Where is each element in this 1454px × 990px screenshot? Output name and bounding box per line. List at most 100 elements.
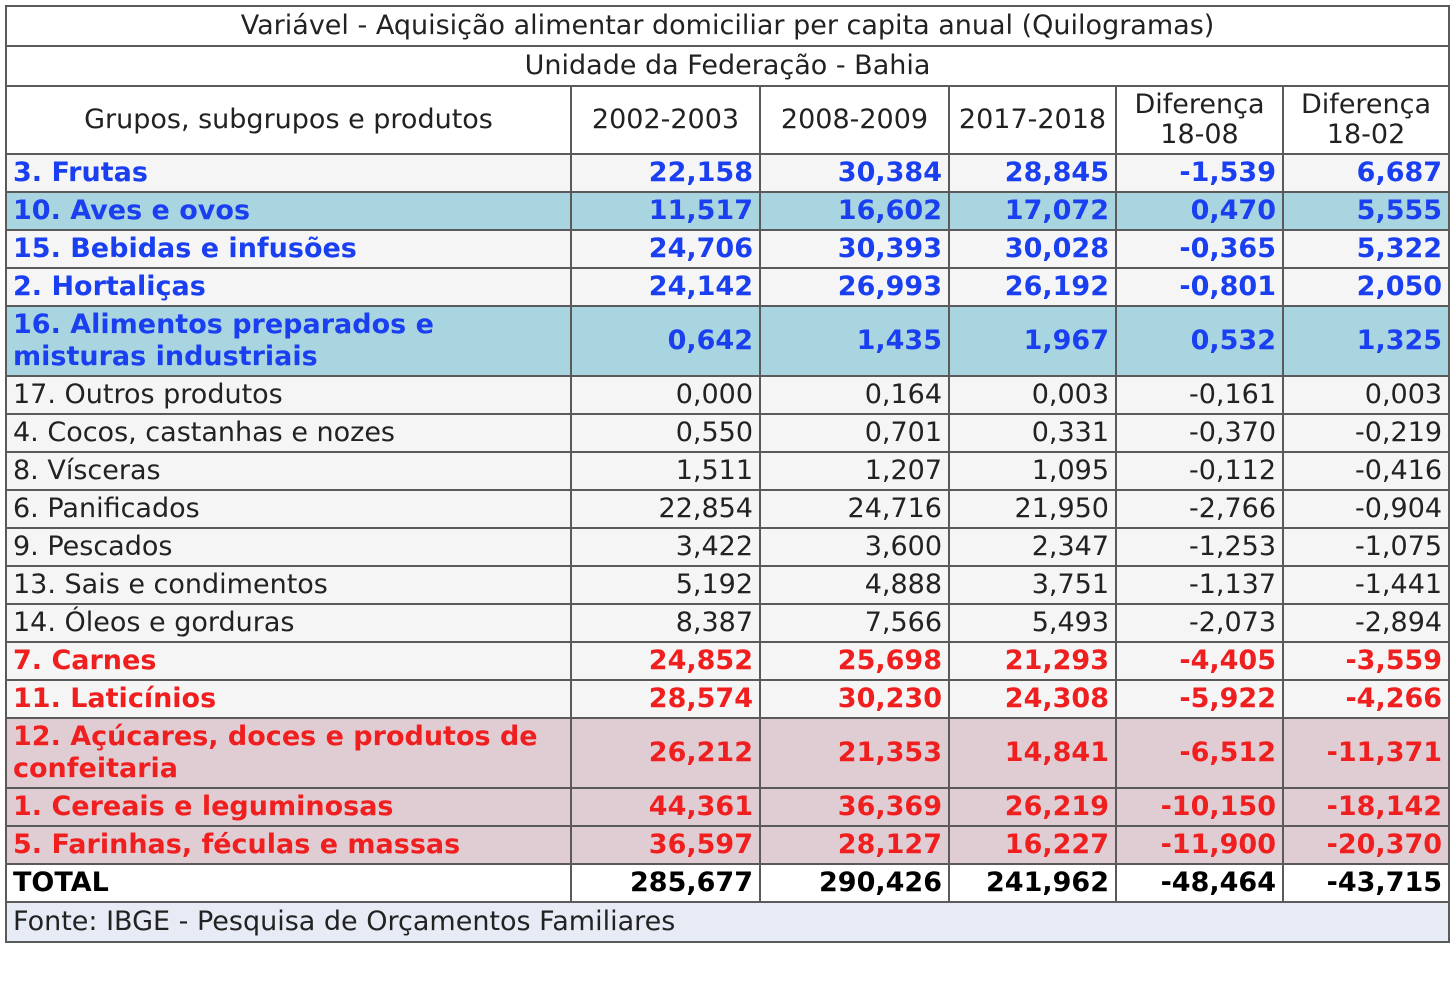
cell-diff-18-08: -0,365 xyxy=(1115,229,1284,269)
cell-diff-18-02: -18,142 xyxy=(1281,787,1451,827)
cell-2017-2018: 21,950 xyxy=(948,489,1117,529)
cell-2017-2018: 0,003 xyxy=(948,375,1117,415)
footer-row: Fonte: IBGE - Pesquisa de Orçamentos Fam… xyxy=(4,901,1451,943)
cell-2017-2018: 0,331 xyxy=(948,413,1117,453)
total-value-diff-18-02: -43,715 xyxy=(1281,863,1451,903)
cell-2008-2009: 36,369 xyxy=(759,787,950,827)
cell-2002-2003: 24,142 xyxy=(570,267,761,307)
row-label: 13. Sais e condimentos xyxy=(5,565,572,605)
table-row: 8. Vísceras 1,511 1,207 1,095 -0,112 -0,416 xyxy=(5,451,1451,491)
cell-2008-2009: 16,602 xyxy=(759,191,950,231)
cell-diff-18-02: -0,416 xyxy=(1281,451,1451,491)
cell-2002-2003: 44,361 xyxy=(570,787,761,827)
cell-diff-18-08: -10,150 xyxy=(1115,787,1284,827)
table-row: 10. Aves e ovos 11,517 16,602 17,072 0,470 5,… xyxy=(5,191,1451,231)
cell-2008-2009: 1,435 xyxy=(759,305,950,377)
cell-diff-18-02: -11,371 xyxy=(1281,717,1451,789)
cell-2002-2003: 0,550 xyxy=(570,413,761,453)
row-label: 4. Cocos, castanhas e nozes xyxy=(5,413,572,453)
row-label: 7. Carnes xyxy=(5,641,572,681)
cell-2002-2003: 24,706 xyxy=(570,229,761,269)
cell-2008-2009: 4,888 xyxy=(759,565,950,605)
cell-diff-18-08: -5,922 xyxy=(1115,679,1284,719)
cell-2008-2009: 0,701 xyxy=(759,413,950,453)
table-row: 9. Pescados 3,422 3,600 2,347 -1,253 -1,075 xyxy=(5,527,1451,567)
table-row: 12. Açúcares, doces e produtos de confei… xyxy=(5,717,1451,789)
total-value-2008-2009: 290,426 xyxy=(759,863,950,903)
cell-2002-2003: 3,422 xyxy=(570,527,761,567)
cell-2017-2018: 24,308 xyxy=(948,679,1117,719)
row-label: 14. Óleos e gorduras xyxy=(5,603,572,643)
cell-2017-2018: 26,219 xyxy=(948,787,1117,827)
cell-diff-18-08: -6,512 xyxy=(1115,717,1284,789)
cell-2002-2003: 24,852 xyxy=(570,641,761,681)
cell-2008-2009: 26,993 xyxy=(759,267,950,307)
cell-2008-2009: 30,384 xyxy=(759,153,950,193)
cell-diff-18-02: -2,894 xyxy=(1281,603,1451,643)
table-row: 13. Sais e condimentos 5,192 4,888 3,751 -1,… xyxy=(5,565,1451,605)
cell-diff-18-02: 2,050 xyxy=(1281,267,1451,307)
cell-2002-2003: 11,517 xyxy=(570,191,761,231)
cell-diff-18-02: -4,266 xyxy=(1281,679,1451,719)
cell-diff-18-02: -1,441 xyxy=(1281,565,1451,605)
cell-2017-2018: 14,841 xyxy=(948,717,1117,789)
cell-2017-2018: 30,028 xyxy=(948,229,1117,269)
cell-2008-2009: 1,207 xyxy=(759,451,950,491)
cell-2002-2003: 36,597 xyxy=(570,825,761,865)
cell-diff-18-08: -2,766 xyxy=(1115,489,1284,529)
table-row: 3. Frutas 22,158 30,384 28,845 -1,539 6,687 xyxy=(5,153,1451,193)
row-label: 12. Açúcares, doces e produtos de confei… xyxy=(5,717,572,789)
cell-diff-18-02: -1,075 xyxy=(1281,527,1451,567)
row-label: 3. Frutas xyxy=(5,153,572,193)
row-label: 15. Bebidas e infusões xyxy=(5,229,572,269)
row-label: 2. Hortaliças xyxy=(5,267,572,307)
row-label: 1. Cereais e leguminosas xyxy=(5,787,572,827)
cell-diff-18-08: -1,137 xyxy=(1115,565,1284,605)
cell-diff-18-08: -1,539 xyxy=(1115,153,1284,193)
cell-diff-18-02: 5,555 xyxy=(1281,191,1451,231)
cell-diff-18-08: -4,405 xyxy=(1115,641,1284,681)
cell-diff-18-08: -0,801 xyxy=(1115,267,1284,307)
header-row: Grupos, subgrupos e produtos 2002-2003 2… xyxy=(5,85,1451,155)
cell-2002-2003: 5,192 xyxy=(570,565,761,605)
cell-2017-2018: 26,192 xyxy=(948,267,1117,307)
row-label: 11. Laticínios xyxy=(5,679,572,719)
cell-2008-2009: 30,393 xyxy=(759,229,950,269)
header-groups: Grupos, subgrupos e produtos xyxy=(5,85,572,155)
cell-2002-2003: 28,574 xyxy=(570,679,761,719)
source-note: Fonte: IBGE - Pesquisa de Orçamentos Fam… xyxy=(4,901,1451,943)
cell-diff-18-08: 0,470 xyxy=(1115,191,1284,231)
row-label: 10. Aves e ovos xyxy=(5,191,572,231)
cell-2002-2003: 26,212 xyxy=(570,717,761,789)
table-row: 7. Carnes 24,852 25,698 21,293 -4,405 -3,559 xyxy=(5,641,1451,681)
cell-2002-2003: 1,511 xyxy=(570,451,761,491)
table-subtitle: Unidade da Federação - Bahia xyxy=(4,45,1451,87)
cell-2017-2018: 16,227 xyxy=(948,825,1117,865)
cell-2017-2018: 1,095 xyxy=(948,451,1117,491)
food-acquisition-table: Variável - Aquisição alimentar domicilia… xyxy=(4,5,1451,943)
table-row: 1. Cereais e leguminosas 44,361 36,369 26,2… xyxy=(5,787,1451,827)
cell-diff-18-08: -11,900 xyxy=(1115,825,1284,865)
cell-2002-2003: 8,387 xyxy=(570,603,761,643)
cell-2008-2009: 28,127 xyxy=(759,825,950,865)
cell-2002-2003: 0,642 xyxy=(570,305,761,377)
cell-2008-2009: 24,716 xyxy=(759,489,950,529)
cell-diff-18-02: 0,003 xyxy=(1281,375,1451,415)
cell-diff-18-02: 5,322 xyxy=(1281,229,1451,269)
cell-2017-2018: 21,293 xyxy=(948,641,1117,681)
cell-diff-18-08: -0,161 xyxy=(1115,375,1284,415)
cell-2017-2018: 5,493 xyxy=(948,603,1117,643)
cell-diff-18-02: -0,904 xyxy=(1281,489,1451,529)
table-row: 11. Laticínios 28,574 30,230 24,308 -5,922 -4… xyxy=(5,679,1451,719)
table-row: 16. Alimentos preparados e misturas indu… xyxy=(5,305,1451,377)
table-row: 14. Óleos e gorduras 8,387 7,566 5,493 -2,07… xyxy=(5,603,1451,643)
total-row: TOTAL 285,677 290,426 241,962 -48,464 -4… xyxy=(5,863,1451,903)
table-row: 2. Hortaliças 24,142 26,993 26,192 -0,801 2,0… xyxy=(5,267,1451,307)
total-label: TOTAL xyxy=(5,863,572,903)
total-value-2002-2003: 285,677 xyxy=(570,863,761,903)
cell-2008-2009: 25,698 xyxy=(759,641,950,681)
cell-2017-2018: 17,072 xyxy=(948,191,1117,231)
table-row: 15. Bebidas e infusões 24,706 30,393 30,028… xyxy=(5,229,1451,269)
cell-2017-2018: 28,845 xyxy=(948,153,1117,193)
cell-2002-2003: 22,158 xyxy=(570,153,761,193)
